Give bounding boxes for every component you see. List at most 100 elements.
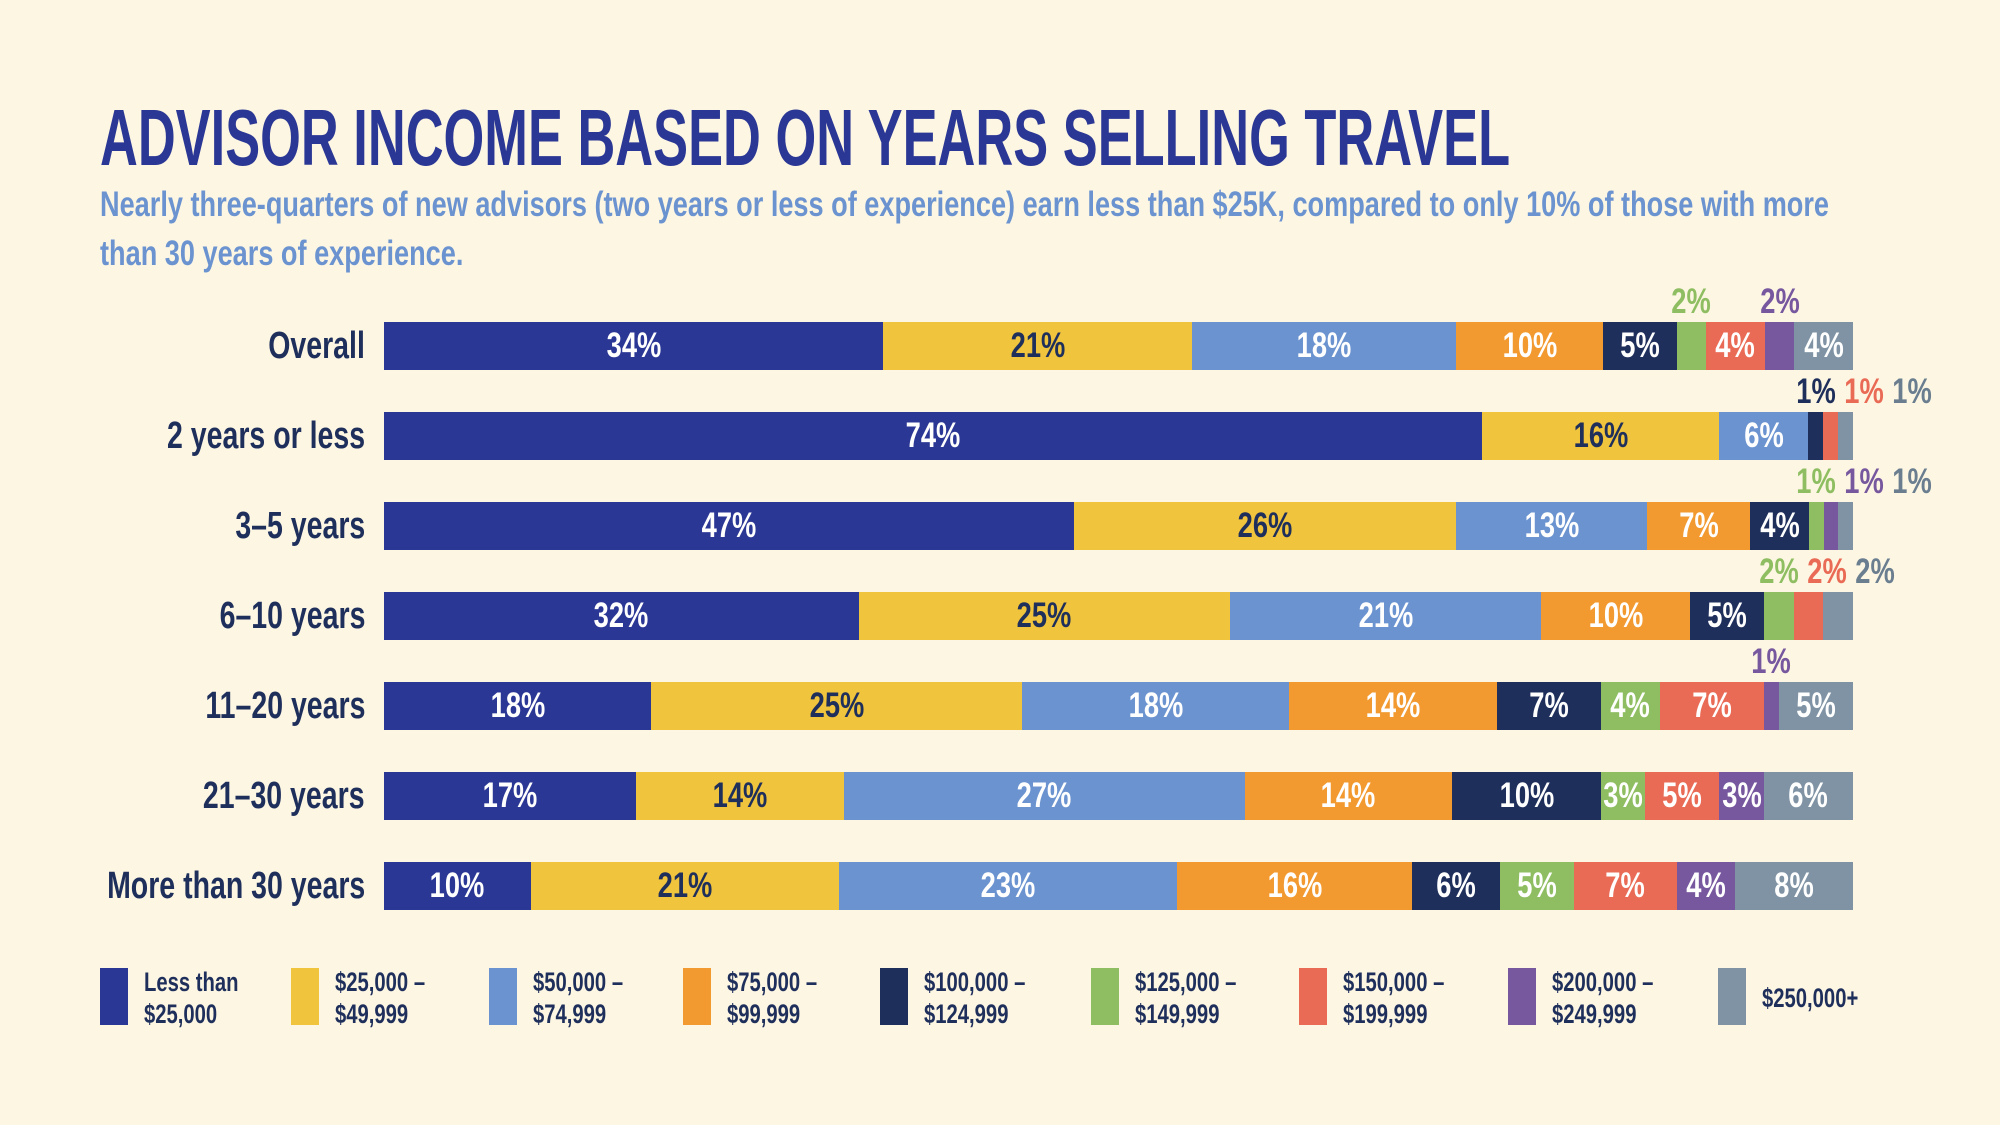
data-label: 4%	[1759, 506, 1800, 545]
data-label: 23%	[980, 866, 1036, 905]
legend-label: $100,000 – $124,999	[924, 967, 1026, 1029]
bar-segment	[858, 592, 1231, 640]
data-label: 16%	[1573, 416, 1629, 455]
bar-segment	[1823, 412, 1839, 460]
data-label: 18%	[1296, 326, 1352, 365]
data-label: 3%	[1603, 776, 1643, 815]
legend-swatch	[1508, 968, 1536, 1025]
data-label: 47%	[701, 506, 757, 545]
data-label: 10%	[1588, 596, 1643, 635]
row-label: 3–5 years	[235, 505, 365, 547]
bar-segment	[1763, 682, 1780, 730]
bar-segment	[1719, 412, 1809, 460]
data-label: 5%	[1517, 866, 1557, 905]
bar-segment	[384, 862, 532, 910]
bar-segment	[1763, 772, 1854, 820]
legend-label: $125,000 – $149,999	[1135, 967, 1237, 1029]
bar-segment	[1600, 682, 1661, 730]
data-label: 21%	[1010, 326, 1066, 365]
bar-segment	[384, 682, 652, 730]
bar-segment	[1074, 502, 1457, 550]
bar-segment	[1794, 322, 1854, 370]
bar-segment	[1778, 682, 1854, 730]
data-label: 18%	[1128, 686, 1183, 725]
data-label: 25%	[809, 686, 864, 725]
data-label: 5%	[1707, 596, 1747, 635]
data-label: 1%	[1796, 372, 1836, 411]
data-label: 6%	[1744, 416, 1784, 455]
bar-segment	[1244, 772, 1453, 820]
data-label: 1%	[1892, 372, 1932, 411]
bar-segment	[1496, 682, 1602, 730]
data-label: 6%	[1788, 776, 1829, 815]
bar-segment	[1482, 412, 1720, 460]
row-label: Overall	[268, 325, 365, 367]
chart-subtitle: Nearly three-quarters of new advisors (t…	[100, 185, 1830, 273]
bar-segment	[1412, 862, 1501, 910]
data-label: 10%	[430, 866, 485, 905]
data-label: 1%	[1844, 462, 1884, 501]
bar-segment	[1456, 322, 1604, 370]
data-label: 7%	[1679, 506, 1719, 545]
data-label: 4%	[1686, 866, 1726, 905]
data-label: 26%	[1238, 506, 1293, 545]
legend-label: $75,000 – $99,999	[727, 967, 818, 1029]
row-label: More than 30 years	[106, 865, 365, 907]
data-label: 6%	[1436, 866, 1477, 905]
data-label: 4%	[1610, 686, 1651, 725]
legend-swatch	[880, 968, 908, 1025]
data-label: 4%	[1803, 326, 1844, 365]
bar-segment	[651, 682, 1023, 730]
bar-segment	[1289, 682, 1498, 730]
legend-swatch	[291, 968, 319, 1025]
data-label: 25%	[1016, 596, 1072, 635]
bar-segment	[1838, 412, 1854, 460]
bar-segment	[1645, 772, 1720, 820]
bar-segment	[1541, 592, 1691, 640]
bar-segment	[1764, 322, 1795, 370]
bar-segment	[1676, 862, 1736, 910]
bar-segment	[1793, 592, 1824, 640]
data-label: 1%	[1892, 462, 1932, 501]
bar-segment	[1191, 322, 1457, 370]
bar-segment	[1456, 502, 1648, 550]
bar-segment	[1750, 502, 1810, 550]
data-label: 14%	[1365, 686, 1421, 725]
bar-segment	[839, 862, 1178, 910]
legend-swatch	[1718, 968, 1746, 1025]
legend-label: $25,000 – $49,999	[335, 967, 426, 1029]
bar-segment	[1647, 502, 1751, 550]
data-label: 2%	[1807, 552, 1847, 591]
data-label: 5%	[1662, 776, 1703, 815]
bar-segment	[1660, 682, 1765, 730]
legend-swatch	[100, 968, 128, 1025]
data-label: 1%	[1844, 372, 1884, 411]
legend-label: $150,000 – $199,999	[1343, 967, 1445, 1029]
data-label: 18%	[490, 686, 545, 725]
bar-segment	[384, 412, 1483, 460]
bar-segment	[1823, 502, 1839, 550]
bar-segment	[1573, 862, 1678, 910]
bar-segment	[1706, 322, 1766, 370]
bar-segment	[384, 772, 637, 820]
legend-label: Less than $25,000	[144, 967, 239, 1029]
bar-segment	[1229, 592, 1542, 640]
bar-segment	[1838, 502, 1854, 550]
data-label: 1%	[1796, 462, 1836, 501]
stacked-bar-chart: Overall 34% 21% 18% 10% 5% 4% 4% 2% 2% 2 years or …	[106, 282, 1932, 910]
data-label: 2%	[1759, 552, 1799, 591]
data-label: 7%	[1605, 866, 1646, 905]
data-label: 4%	[1715, 326, 1756, 365]
data-label: 10%	[1502, 326, 1558, 365]
data-label: 8%	[1774, 866, 1814, 905]
bar-segment	[1603, 322, 1678, 370]
bar-segment	[636, 772, 845, 820]
data-label: 34%	[606, 326, 662, 365]
data-label: 5%	[1796, 686, 1836, 725]
bar-segment	[1719, 772, 1765, 820]
row-label: 11–20 years	[204, 685, 365, 727]
bar-segment	[883, 322, 1193, 370]
bar-segment	[1689, 592, 1765, 640]
data-label: 74%	[905, 416, 961, 455]
data-label: 1%	[1751, 642, 1792, 681]
